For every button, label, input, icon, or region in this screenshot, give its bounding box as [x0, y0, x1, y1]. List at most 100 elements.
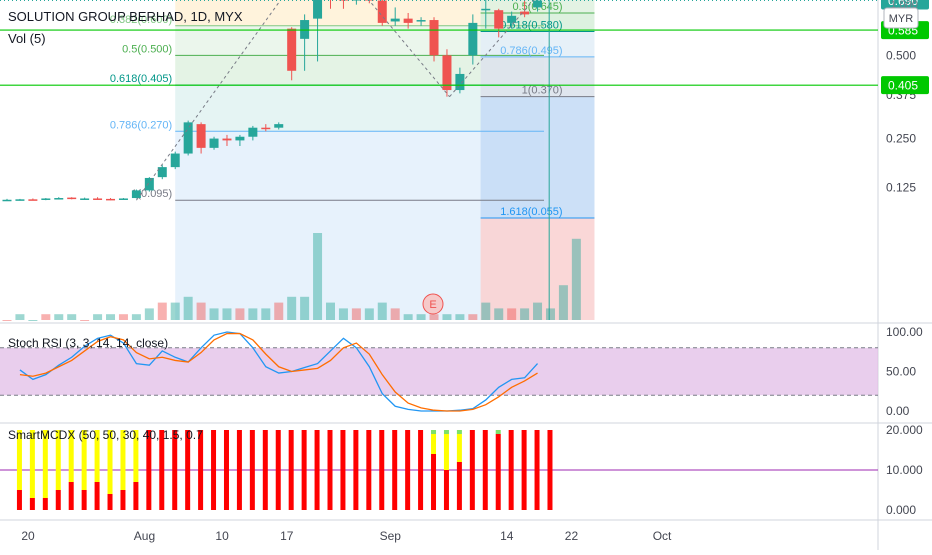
volume-bar	[170, 302, 180, 320]
mcdx-bar-red	[159, 430, 165, 510]
mcdx-bar-red	[418, 430, 424, 510]
volume-bar	[326, 302, 335, 320]
candle-body	[338, 0, 348, 1]
volume-bar	[41, 314, 51, 320]
fib-ext-zone	[480, 217, 595, 320]
mcdx-bar-red	[16, 490, 22, 510]
fib-label: 0.618(0.405)	[110, 73, 172, 85]
stoch-d-line	[19, 332, 538, 412]
symbol-title: SOLUTION GROUP BERHAD, 1D, MYX	[8, 9, 243, 24]
candle-body	[455, 73, 465, 91]
time-tick-label: Oct	[653, 529, 672, 543]
mcdx-bar-red	[482, 430, 488, 510]
fib-ext-label: 1.618(0.055)	[500, 206, 562, 218]
volume-bar	[338, 308, 348, 320]
stoch-tick-label: 0.00	[886, 404, 910, 418]
fib-label: 0.382(0.600)	[110, 14, 172, 26]
candle-body	[131, 190, 141, 199]
mcdx-tick-label: 10.000	[886, 463, 923, 477]
mcdx-bar-red	[469, 430, 475, 510]
price-tick-label: 0.500	[886, 48, 916, 62]
candle-body	[261, 127, 271, 130]
mcdx-bar-red	[405, 430, 411, 510]
mcdx-bar-yellow	[42, 430, 48, 498]
volume-bar	[80, 320, 90, 321]
fib-ext-zone	[480, 96, 595, 218]
time-axis[interactable]: 20 Aug 10 17 Sep 14 22 Oct	[21, 529, 672, 543]
candle-body	[507, 15, 517, 23]
candle-body	[313, 0, 323, 19]
candle-body	[468, 22, 478, 56]
volume-bar	[118, 314, 128, 320]
mcdx-bar-red	[314, 430, 320, 510]
trend-line	[135, 0, 282, 201]
volume-bar	[442, 314, 452, 320]
mcdx-bar-red	[94, 482, 100, 510]
price-tick-label: 0.250	[886, 132, 916, 146]
price-badge-label: 0.690	[888, 0, 918, 8]
volume-bar	[403, 314, 413, 320]
mcdx-bar-red	[172, 430, 178, 510]
time-tick-label: 22	[565, 529, 579, 543]
candle-body	[54, 198, 64, 200]
currency-badge[interactable]	[883, 7, 919, 29]
candle-body	[93, 198, 103, 200]
stoch-tick-label: 50.00	[886, 365, 916, 379]
candle-body	[494, 10, 504, 29]
mcdx-bar-red	[107, 494, 113, 510]
mcdx-bar-yellow	[431, 434, 437, 454]
time-tick-label: 14	[500, 529, 514, 543]
volume-bar	[300, 296, 310, 320]
mcdx-label: SmartMCDX (50, 50, 30, 40, 1.5, 0.7	[8, 428, 203, 442]
fib-label: 0.786(0.270)	[110, 119, 172, 131]
candle-body	[157, 167, 167, 178]
stoch-band	[0, 347, 878, 396]
mcdx-bar-green	[443, 430, 449, 434]
overlays	[0, 0, 878, 320]
volume-bar	[416, 314, 426, 320]
candle-body	[442, 55, 452, 91]
mcdx-bar-red	[288, 430, 294, 510]
mcdx-bar-yellow	[107, 430, 113, 494]
volume-bar	[67, 314, 77, 320]
mcdx-bar-red	[366, 430, 372, 510]
mcdx-tick-label: 0.000	[886, 503, 916, 517]
volume-bar	[131, 314, 141, 320]
mcdx-bar-red	[133, 482, 139, 510]
mcdx-bar-red	[301, 430, 307, 510]
mcdx-bar-red	[340, 430, 346, 510]
candles	[2, 0, 543, 202]
candle-body	[377, 0, 387, 23]
mcdx-bar-red	[456, 462, 462, 510]
volume-bar	[274, 302, 284, 320]
candle-body	[274, 124, 284, 128]
mcdx-tick-label: 20.000	[886, 423, 923, 437]
price-badge	[881, 76, 929, 95]
candle-body	[481, 8, 491, 11]
volume-bar	[54, 314, 64, 320]
candle-body	[2, 199, 12, 202]
volume-bar	[558, 285, 568, 320]
price-axis[interactable]: 0.8750.7500.6250.5000.3750.2500.1250.690…	[881, 0, 929, 517]
volume-bar	[481, 302, 491, 320]
earnings-marker[interactable]	[422, 293, 444, 315]
volume-bar	[106, 314, 116, 320]
mcdx-bar-red	[534, 430, 540, 510]
fib-label: 1(0.095)	[131, 188, 172, 200]
mcdx-bar-red	[81, 490, 87, 510]
price-tick-label: 0.125	[886, 180, 916, 194]
volume-bar	[28, 320, 38, 321]
currency-top: 1.000	[890, 0, 918, 11]
volume-bar	[15, 314, 25, 320]
mcdx-bar-yellow	[133, 430, 139, 482]
volume-bar	[261, 308, 271, 320]
mcdx-bar-red	[443, 470, 449, 510]
volume-bar	[313, 233, 323, 320]
volume-bar	[545, 308, 555, 320]
mcdx-pane	[0, 430, 878, 510]
volume-bar	[183, 296, 193, 320]
volume-bar	[235, 308, 245, 320]
